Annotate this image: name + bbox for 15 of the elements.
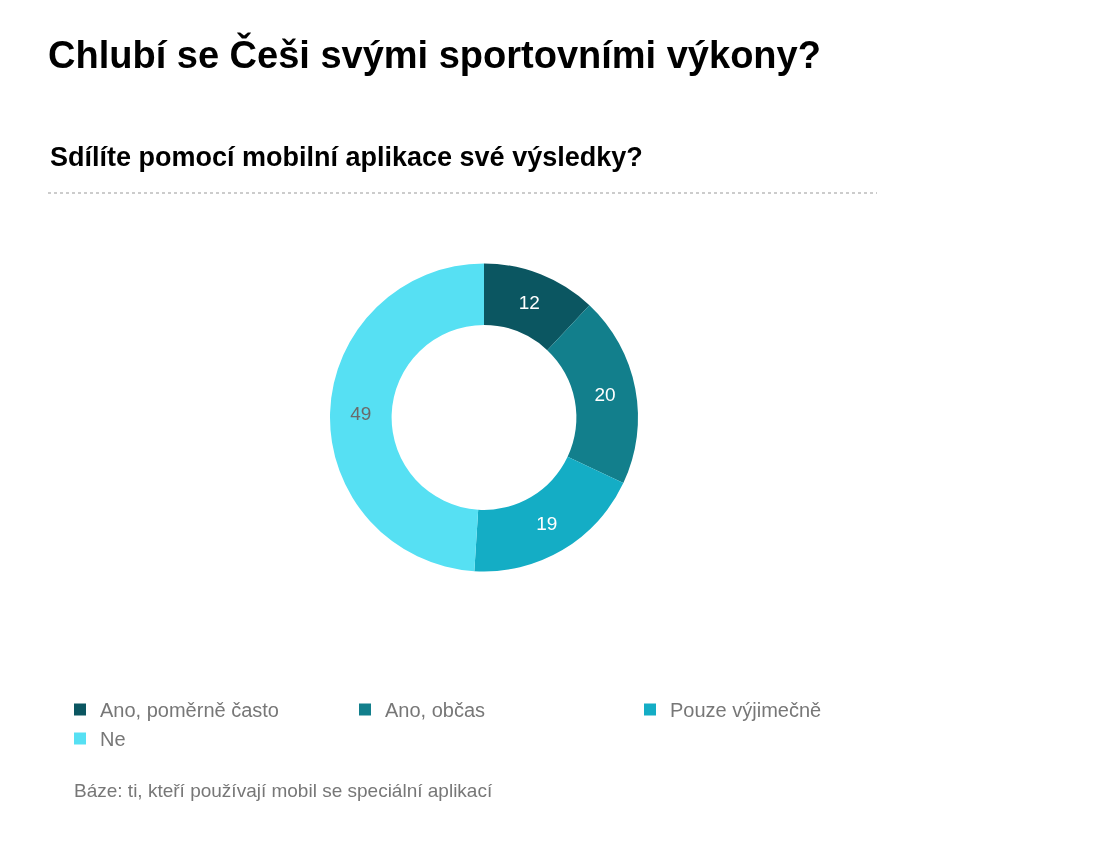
donut-slice [330, 263, 484, 572]
legend-label: Ano, občas [385, 699, 486, 722]
legend-label: Pouze výjimečně [670, 699, 822, 722]
text: Báze: ti, kteří používají mobil se speciální aplikací [74, 780, 493, 801]
legend-label: Ano, poměrně často [100, 699, 279, 722]
chart-title: Chlubí se Češi svými sportovními výkony? [48, 32, 821, 77]
data-label: 20 [594, 383, 616, 405]
donut-slice [484, 263, 590, 351]
legend-label: Ne [100, 728, 126, 751]
donut-slice [474, 456, 624, 572]
donut-slice [547, 305, 638, 484]
data-label: 19 [536, 513, 558, 535]
data-label: 49 [350, 403, 372, 425]
data-label: 12 [518, 292, 540, 314]
chart-subtitle: Sdílíte pomocí mobilní aplikace své výsledky? [50, 142, 643, 172]
